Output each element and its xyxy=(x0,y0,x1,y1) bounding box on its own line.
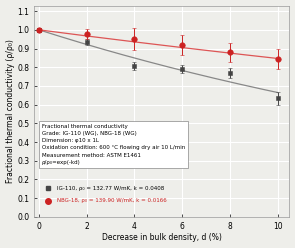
Y-axis label: Fractional thermal conductivity (ρ/ρ₀): Fractional thermal conductivity (ρ/ρ₀) xyxy=(6,39,14,183)
Text: NBG-18, ρ₀ = 139.90 W/mK, k = 0.0166: NBG-18, ρ₀ = 139.90 W/mK, k = 0.0166 xyxy=(57,198,167,203)
Text: IG-110, ρ₀ = 132.77 W/mK, k = 0.0408: IG-110, ρ₀ = 132.77 W/mK, k = 0.0408 xyxy=(57,186,165,191)
Text: Fractional thermal conductivity
Grade: IG-110 (WG), NBG-18 (WG)
Dimension: φ10 x: Fractional thermal conductivity Grade: I… xyxy=(42,124,185,165)
X-axis label: Decrease in bulk density, d (%): Decrease in bulk density, d (%) xyxy=(102,233,222,243)
